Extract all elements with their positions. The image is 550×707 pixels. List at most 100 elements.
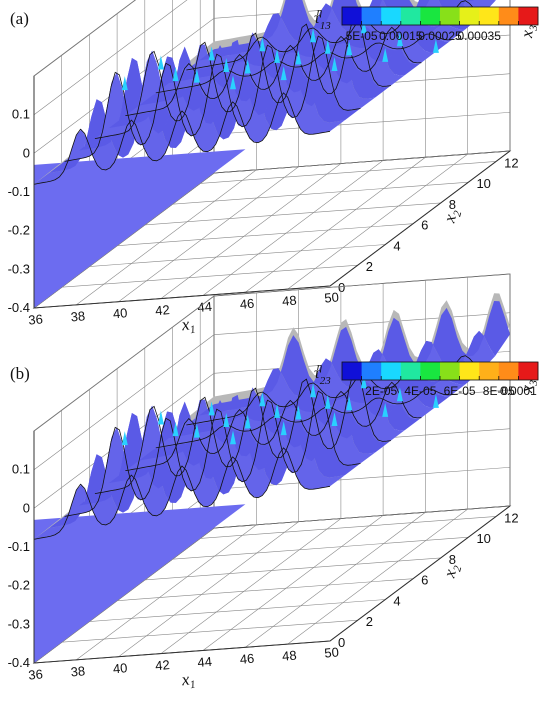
legend-swatch [498, 362, 519, 380]
x2-tick-label: 8 [449, 552, 456, 567]
surface-highlight [172, 422, 179, 437]
x3-tick-label: -0.4 [8, 300, 30, 315]
legend-swatch [381, 362, 402, 380]
x1-tick-label: 46 [239, 296, 255, 312]
legend-swatch [459, 7, 480, 25]
surface-highlight [223, 413, 230, 427]
x3-tick-label: -0.3 [8, 616, 30, 631]
legend-swatch [361, 7, 382, 25]
legend-tick-label: 6E-05 [444, 384, 476, 398]
surface-contour [125, 381, 422, 472]
x1-tick-label: 48 [281, 648, 297, 664]
legend-swatch [342, 7, 362, 25]
panel-a: 0.10-0.1-0.2-0.3-0.436 38 40 42 44 46 48 500246… [8, 0, 540, 338]
panel-label: (b) [10, 364, 30, 383]
grid-x3 [33, 0, 188, 115]
surface-highlight [244, 59, 251, 74]
surface-highlight [324, 394, 331, 409]
legend-swatch [342, 362, 362, 380]
surface-highlight [274, 48, 281, 63]
surface-highlight [259, 37, 266, 52]
surface-contour [33, 447, 331, 540]
panel-label: (a) [10, 9, 29, 28]
x2-tick-label: 6 [421, 573, 428, 588]
surface-highlight [396, 32, 403, 47]
x2-tick-label: 10 [476, 531, 490, 546]
x3-tick-label: 0 [23, 145, 30, 160]
x1-tick-label: 44 [197, 299, 213, 315]
surface-strip [139, 388, 450, 461]
legend-swatch [381, 7, 402, 25]
legend-tick-label: 0.00015 [379, 29, 423, 43]
surface-highlight [360, 374, 367, 389]
x3-tick-label: -0.2 [8, 578, 30, 593]
surface-highlight [331, 412, 338, 426]
surface-highlight [208, 401, 215, 416]
legend-tick-label: 8E-05 [483, 384, 515, 398]
x2-tick-label: 2 [366, 614, 373, 629]
legend-swatch [420, 7, 441, 25]
x2-tick-label: 0 [338, 280, 345, 295]
legend-tick-label: 0.00035 [458, 29, 502, 43]
surface-highlight [259, 392, 266, 407]
x1-tick-label: 48 [281, 293, 297, 309]
surface-strip [199, 0, 496, 61]
surface-highlight [193, 423, 200, 438]
surface-contour [94, 369, 391, 494]
surface-highlight [223, 58, 230, 72]
grid-x3 [33, 312, 511, 470]
box-front-edge [33, 76, 511, 309]
x3-axis-label: x3 [517, 378, 540, 394]
x3-tick-label: -0.3 [8, 261, 30, 276]
x1-tick-label: 36 [28, 311, 44, 327]
x2-tick-label: 8 [449, 197, 456, 212]
surface-contour [94, 14, 391, 139]
surface-highlight [360, 19, 367, 34]
surface-highlight [121, 431, 128, 446]
surface-contour [125, 26, 422, 117]
x3-tick-label: 0.1 [12, 107, 30, 122]
legend-swatch [420, 362, 441, 380]
x1-tick-label: 46 [239, 651, 255, 667]
x2-tick-label: 0 [338, 635, 345, 650]
legend-tick-label: 0.0001 [500, 384, 537, 398]
surface-strip [154, 24, 465, 95]
legend-swatch [361, 362, 382, 380]
surface-contour [33, 92, 331, 185]
surface-strip [154, 379, 465, 450]
surface-highlight [157, 410, 164, 425]
x1-tick-label: 38 [70, 663, 86, 679]
legend-swatch [479, 7, 500, 25]
surface-highlight [157, 55, 164, 70]
surface-highlight [193, 68, 200, 83]
legend-swatch [459, 362, 480, 380]
surface-highlight [172, 67, 179, 82]
legend-swatch [400, 362, 421, 380]
grid-x3 [33, 0, 136, 77]
surface-strip [184, 330, 495, 427]
legend-tick-label: 5E-05 [346, 29, 378, 43]
x1-axis-label: x1 [179, 314, 196, 338]
x1-tick-label: 38 [70, 308, 86, 324]
legend-swatch [518, 362, 539, 380]
x1-tick-label: 44 [197, 654, 213, 670]
surface-highlight [324, 39, 331, 54]
surface-contour [155, 388, 452, 449]
surface-highlight [310, 383, 317, 398]
surface-highlight [274, 403, 281, 418]
panel-b: 0.10-0.1-0.2-0.3-0.436 38 40 42 44 46 48 500246… [8, 273, 540, 691]
surface-highlight [396, 387, 403, 402]
surface-strip [139, 33, 450, 106]
legend-tick-label: 0.00025 [418, 29, 462, 43]
x1-tick-label: 42 [155, 302, 171, 318]
surface-highlight [382, 402, 389, 417]
surface-highlight [310, 28, 317, 43]
legend-swatch [479, 362, 500, 380]
x2-axis-label: x2 [439, 206, 464, 226]
surface-front-face [34, 504, 246, 663]
surface-strip [184, 0, 495, 72]
x2-tick-label: 4 [393, 238, 400, 253]
grid-x3 [33, 273, 511, 432]
surface-contour [155, 33, 452, 94]
surface-highlight [295, 405, 302, 420]
